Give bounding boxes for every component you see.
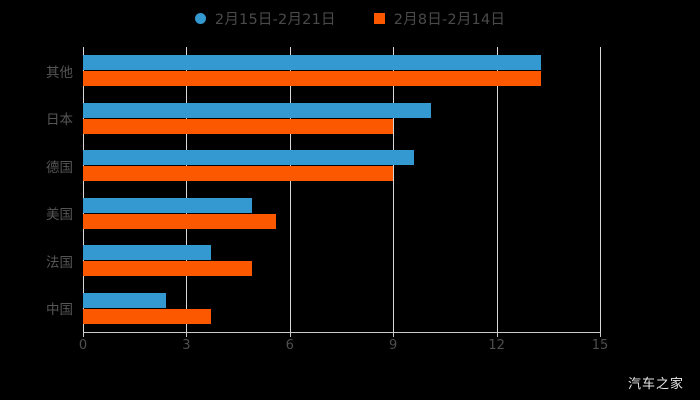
legend-label-1: 2月8日-2月14日: [393, 11, 506, 28]
x-tick-mark-2: [289, 332, 291, 337]
legend-swatch-icon-0: [194, 12, 206, 24]
x-tick-mark-0: [83, 332, 84, 337]
bar-法国-series-0[interactable]: [83, 245, 211, 261]
y-axis-label-法国: 法国: [46, 254, 73, 271]
gridline-x-0: [83, 47, 84, 332]
x-tick-label-5: 15: [591, 338, 609, 353]
gridline-x-2: [289, 47, 291, 332]
legend-swatch-icon-1: [373, 12, 385, 24]
bar-美国-series-1[interactable]: [83, 213, 276, 229]
gridline-x-3: [393, 47, 395, 332]
gridline-x-1: [186, 47, 188, 332]
bar-日本-series-1[interactable]: [83, 118, 394, 134]
y-axis-label-德国: 德国: [46, 159, 73, 176]
x-tick-mark-1: [186, 332, 188, 337]
gridline-x-4: [496, 47, 498, 332]
bar-法国-series-1[interactable]: [83, 261, 252, 277]
legend-label-0: 2月15日-2月21日: [214, 11, 336, 28]
bar-德国-series-0[interactable]: [83, 150, 414, 166]
x-axis-line: [83, 332, 601, 333]
plot-area: [83, 47, 601, 332]
legend-item-0[interactable]: 2月15日-2月21日: [194, 8, 336, 29]
x-tick-mark-4: [496, 332, 498, 337]
bar-其他-series-0[interactable]: [83, 55, 542, 71]
bar-日本-series-0[interactable]: [83, 102, 432, 118]
x-tick-label-1: 3: [182, 338, 191, 353]
x-tick-mark-3: [393, 332, 395, 337]
y-axis-label-其他: 其他: [46, 64, 73, 81]
bar-中国-series-1[interactable]: [83, 308, 211, 324]
x-tick-label-2: 6: [285, 338, 294, 353]
x-tick-mark-5: [600, 332, 601, 337]
y-axis-labels: 其他日本德国美国法国中国: [0, 47, 700, 332]
x-tick-label-3: 9: [389, 338, 398, 353]
x-tick-label-0: 0: [78, 338, 88, 353]
y-axis-label-日本: 日本: [46, 112, 73, 129]
bar-美国-series-0[interactable]: [83, 197, 252, 213]
bar-中国-series-0[interactable]: [83, 292, 166, 308]
chart-legend: 2月15日-2月21日 2月8日-2月14日: [0, 0, 700, 36]
y-axis-label-美国: 美国: [46, 207, 73, 224]
bar-其他-series-1[interactable]: [83, 71, 542, 87]
x-tick-label-4: 12: [488, 338, 505, 353]
y-axis-label-中国: 中国: [46, 302, 73, 319]
legend-item-1[interactable]: 2月8日-2月14日: [373, 8, 506, 29]
watermark: 汽车之家: [627, 377, 684, 392]
gridline-x-5: [600, 47, 601, 332]
bar-德国-series-1[interactable]: [83, 166, 394, 182]
